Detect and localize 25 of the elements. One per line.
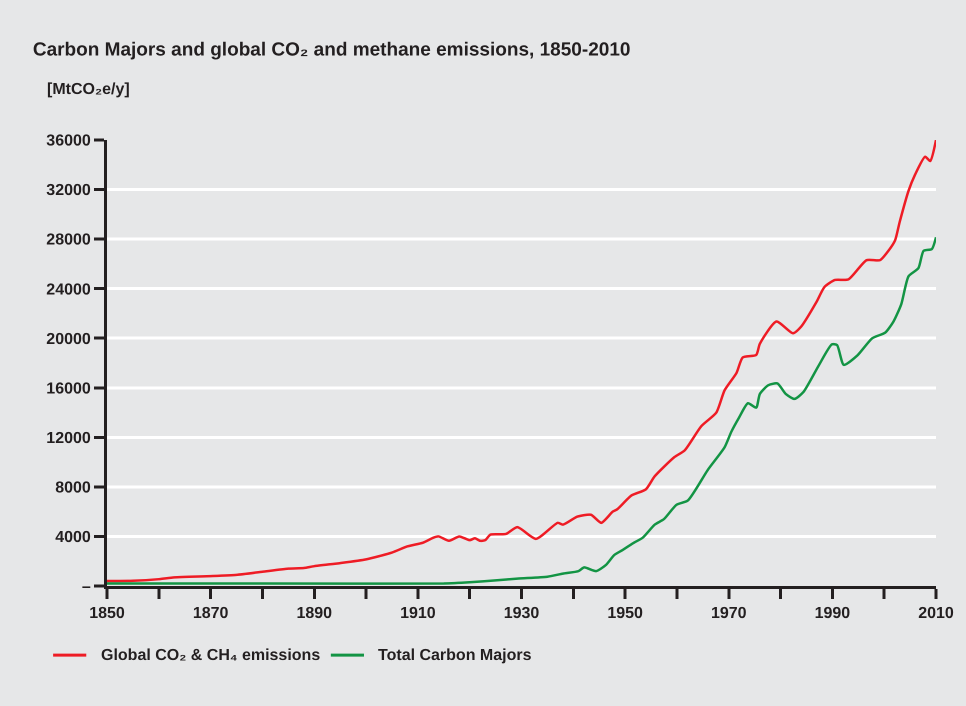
chart-title: Carbon Majors and global CO₂ and methane emissions, 1850-2010 xyxy=(32,40,630,61)
y-tick-label: 32000 xyxy=(46,182,91,200)
x-tick-label: 1890 xyxy=(296,605,332,622)
x-tick-label: 1910 xyxy=(400,605,436,622)
legend-label: Global CO₂ & CH₄ emissions xyxy=(101,647,320,664)
y-axis-title: [MtCO₂e/y] xyxy=(47,81,130,98)
x-tick-label: 1950 xyxy=(607,605,644,622)
y-tick-label: 24000 xyxy=(46,281,91,298)
y-tick-label: 12000 xyxy=(46,430,91,447)
y-tick-label: 16000 xyxy=(46,380,91,398)
y-tick-label: 36000 xyxy=(46,132,91,150)
y-tick-label: 8000 xyxy=(55,479,91,496)
x-tick-label: 2010 xyxy=(918,605,954,622)
x-tick-label: 1990 xyxy=(814,605,850,622)
y-tick-label: 4000 xyxy=(55,529,91,546)
line-series xyxy=(107,140,936,582)
x-tick-label: 1930 xyxy=(504,605,540,622)
y-tick-label: 20000 xyxy=(46,330,91,348)
legend-label: Total Carbon Majors xyxy=(378,647,532,664)
x-tick-label: 1970 xyxy=(710,605,747,622)
y-tick-label: 28000 xyxy=(46,232,91,249)
line-series xyxy=(107,236,936,585)
x-tick-label: 1870 xyxy=(192,605,229,622)
y-tick-label: – xyxy=(82,578,91,596)
x-tick-label: 1850 xyxy=(89,605,125,622)
